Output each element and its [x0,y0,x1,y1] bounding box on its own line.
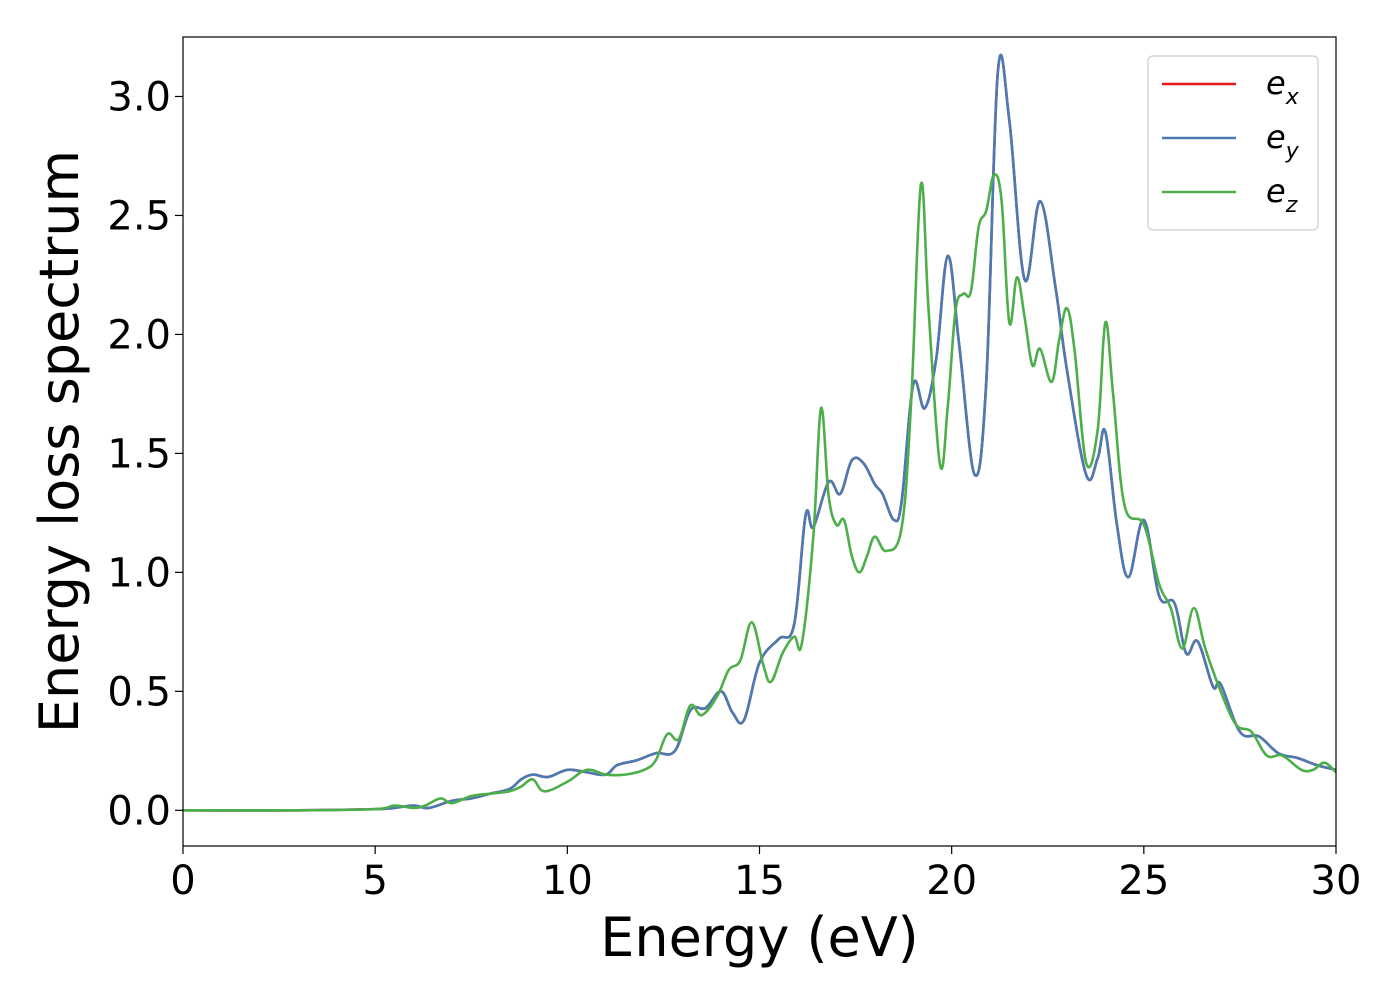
legend-label-subscript: x [1285,85,1300,110]
legend-label-subscript: z [1285,193,1298,218]
x-tick-label: 0 [170,858,195,904]
series-line-z [183,173,1336,812]
y-tick-label: 2.5 [107,193,171,239]
x-tick-label: 15 [734,858,785,904]
x-tick-label: 25 [1118,858,1169,904]
legend-label-x: ex [1266,64,1300,110]
y-tick-label: 0.5 [107,669,171,715]
legend-label-base: e [1266,118,1286,156]
x-tick-label: 30 [1311,858,1362,904]
y-tick-label: 2.0 [107,312,171,358]
y-tick-label: 3.0 [107,74,171,120]
x-tick-label: 5 [362,858,387,904]
y-tick-label: 1.0 [107,550,171,596]
x-axis-label: Energy (eV) [600,906,919,969]
series-lines [183,53,1336,812]
y-tick-label: 0.0 [107,788,171,834]
x-tick-label: 10 [542,858,593,904]
legend-label-base: e [1266,64,1286,102]
y-axis-label: Energy loss spectrum [28,150,91,733]
legend-label-z: ez [1266,172,1298,218]
legend-label-base: e [1266,172,1286,210]
y-tick-label: 1.5 [107,431,171,477]
y-axis-ticks: 0.0 0.5 1.0 1.5 2.0 2.5 3.0 [107,74,183,834]
legend-box [1147,55,1319,231]
x-axis-ticks: 0 5 10 15 20 25 30 [170,846,1361,904]
legend-label-y: ey [1266,118,1300,164]
x-tick-label: 20 [926,858,977,904]
legend-label-subscript: y [1285,139,1300,164]
